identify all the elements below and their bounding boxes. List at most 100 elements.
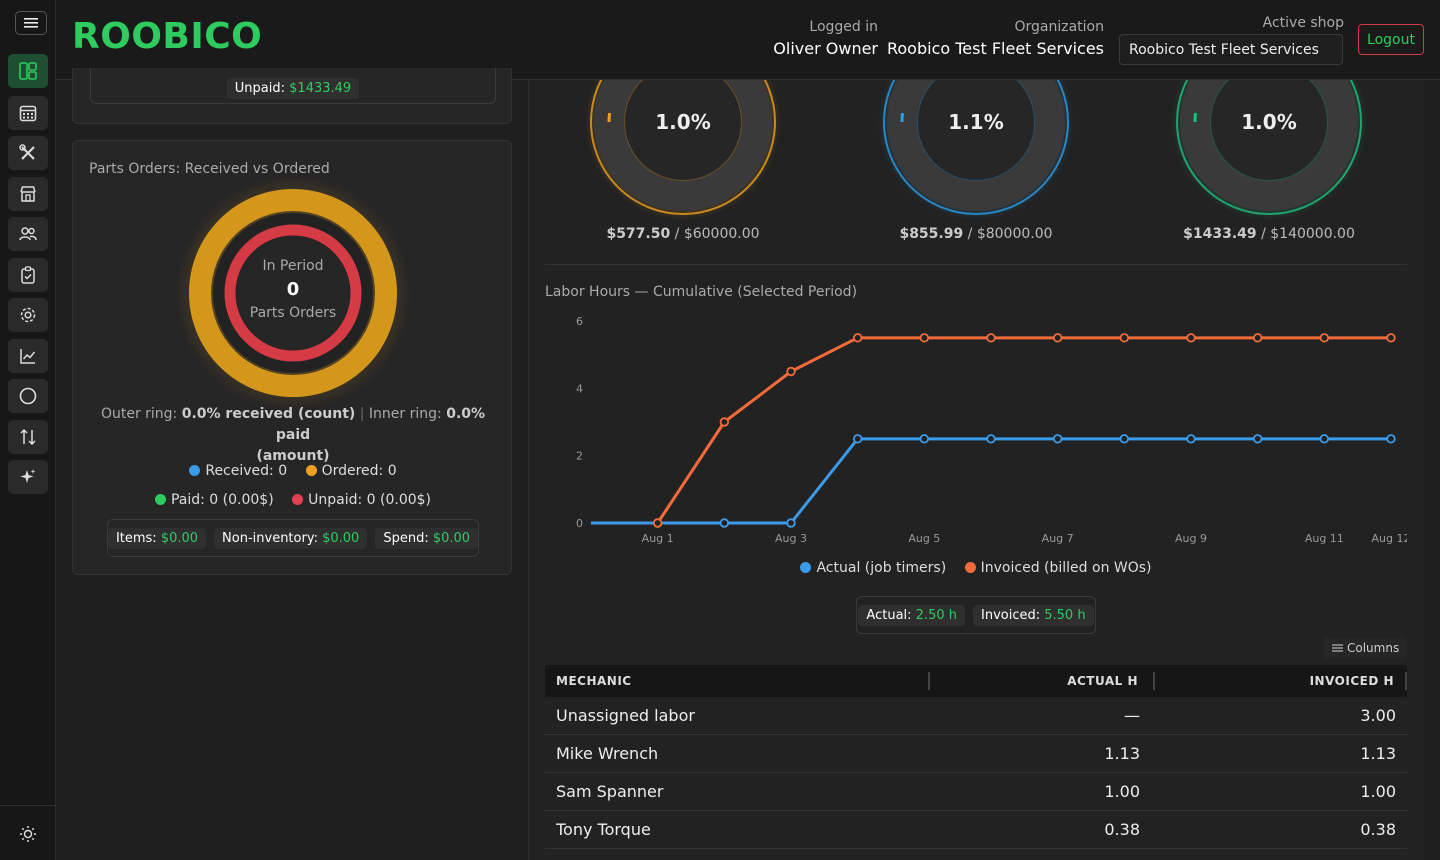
gauge-outer-rim [883, 80, 1069, 215]
logged-in-user: Oliver Owner [773, 39, 878, 58]
actual-hours-cell: — [1124, 706, 1140, 725]
nav-users[interactable] [8, 217, 48, 251]
nav-dashboard[interactable] [8, 54, 48, 88]
gauge-current-amount: $577.50 [606, 226, 671, 242]
clipboard-icon [21, 266, 35, 284]
dashboard-icon [19, 62, 37, 80]
tools-icon [19, 144, 35, 160]
gauge-amount: $1433.49 / $140000.00 [1159, 226, 1379, 242]
series-point[interactable] [919, 333, 930, 343]
columns-button[interactable]: Columns [1324, 637, 1408, 659]
legend-ordered: Ordered: 0 [305, 463, 397, 479]
nav-transfer[interactable] [8, 420, 48, 454]
paid-dot [154, 494, 166, 505]
table-row[interactable]: Unassigned labor — 3.00 [545, 697, 1407, 735]
series-point[interactable] [1252, 434, 1263, 444]
gauge-divider [545, 264, 1407, 265]
table-row[interactable]: Sam Spanner 1.00 1.00 [545, 773, 1407, 811]
series-point[interactable] [852, 434, 863, 444]
series-point[interactable] [1052, 434, 1063, 444]
nav-reports[interactable] [8, 339, 48, 373]
actual-dot [800, 562, 812, 573]
series-point[interactable] [1319, 333, 1330, 343]
legend-unpaid-text: Unpaid: 0 (0.00$) [308, 492, 432, 508]
sun-icon [20, 826, 36, 842]
invoiced-hours-cell: 0.38 [1360, 820, 1396, 839]
unpaid-dot [292, 494, 304, 505]
invoiced-hours-cell: 3.00 [1360, 706, 1396, 725]
nav-clipboard[interactable] [8, 258, 48, 292]
series-point[interactable] [719, 417, 730, 427]
series-point[interactable] [1052, 333, 1063, 343]
active-shop-select[interactable]: Roobico Test Fleet Services [1119, 34, 1343, 65]
series-point[interactable] [1386, 333, 1396, 343]
series-point[interactable] [1386, 434, 1396, 444]
theme-toggle-button[interactable] [18, 824, 38, 844]
ring-center [236, 236, 350, 350]
header-invoiced[interactable]: INVOICED H [1155, 672, 1407, 690]
nav-settings[interactable] [8, 298, 48, 332]
series-point[interactable] [1186, 434, 1196, 444]
sidebar-divider [0, 805, 56, 806]
nav-ai[interactable] [8, 460, 48, 494]
gear-icon [20, 307, 36, 323]
table-row[interactable]: Tony Torque 0.38 0.38 [545, 811, 1407, 849]
app-logo[interactable]: ROOBICO [72, 16, 263, 57]
nav-shop[interactable] [8, 177, 48, 211]
series-point[interactable] [719, 518, 730, 528]
gauge-target-amount: / $60000.00 [670, 226, 760, 242]
menu-toggle-button[interactable] [15, 11, 47, 35]
series-point[interactable] [986, 434, 996, 444]
parts-totals-box: Items: $0.00 Non-inventory: $0.00 Spend:… [107, 519, 479, 557]
received-dot [189, 465, 201, 476]
active-shop-label-block: Active shop [1216, 15, 1344, 31]
inner-ring-value: 0.0% paid [275, 406, 486, 443]
series-point[interactable] [1186, 333, 1196, 343]
nav-tools[interactable] [8, 136, 48, 170]
ordered-dot [305, 465, 317, 476]
parts-ring-chart [175, 175, 411, 411]
target-gauges: 1.0% 1.1% 1.0% [585, 80, 1367, 220]
series-point[interactable] [1319, 434, 1330, 444]
organization-name: Roobico Test Fleet Services [886, 39, 1104, 58]
actual-hours-cell: 0.38 [1104, 820, 1140, 839]
logged-in-block: Logged in Oliver Owner [756, 19, 878, 58]
legend-ordered-text: Ordered: 0 [321, 463, 397, 479]
labor-chart-title: Labor Hours — Cumulative (Selected Perio… [545, 284, 858, 300]
spend-label: Spend: [383, 530, 429, 546]
active-shop-label: Active shop [1262, 15, 1344, 31]
series-point[interactable] [852, 333, 863, 343]
y-tick-label: 2 [576, 450, 583, 463]
spend-pill: Spend: $0.00 [375, 527, 479, 549]
outer-ring [189, 189, 397, 397]
inner-ring-label: Inner ring: [368, 406, 442, 422]
nav-circle[interactable] [8, 379, 48, 413]
series-point[interactable] [652, 518, 663, 528]
series-point[interactable] [786, 518, 796, 528]
series-line [591, 437, 1391, 525]
header-actual[interactable]: ACTUAL H [930, 672, 1155, 690]
logout-button[interactable]: Logout [1358, 24, 1424, 55]
gauge-percent: 1.0% [655, 110, 710, 134]
legend-received: Received: 0 [189, 463, 287, 479]
legend-unpaid: Unpaid: 0 (0.00$) [292, 492, 431, 508]
series-point[interactable] [1119, 434, 1130, 444]
x-tick-label: Aug 12 [1372, 532, 1407, 545]
transfer-icon [20, 428, 36, 446]
shop-icon [20, 186, 36, 202]
series-point[interactable] [786, 366, 796, 377]
gauge-current-amount: $1433.49 [1183, 226, 1257, 242]
header-mechanic[interactable]: MECHANIC [545, 672, 930, 690]
series-point[interactable] [919, 434, 930, 444]
x-tick-label: Aug 3 [775, 532, 807, 545]
series-point[interactable] [986, 333, 996, 343]
nav-calendar[interactable] [8, 96, 48, 130]
outer-ring-label: Outer ring: [100, 406, 178, 422]
series-point[interactable] [1119, 333, 1130, 343]
items-value: $0.00 [160, 530, 199, 546]
actual-total-label: Actual: [866, 607, 912, 623]
table-row[interactable]: Mike Wrench 1.13 1.13 [545, 735, 1407, 773]
revenue-inner-box [90, 68, 496, 104]
series-point[interactable] [1252, 333, 1263, 343]
items-label: Items: [115, 530, 157, 546]
